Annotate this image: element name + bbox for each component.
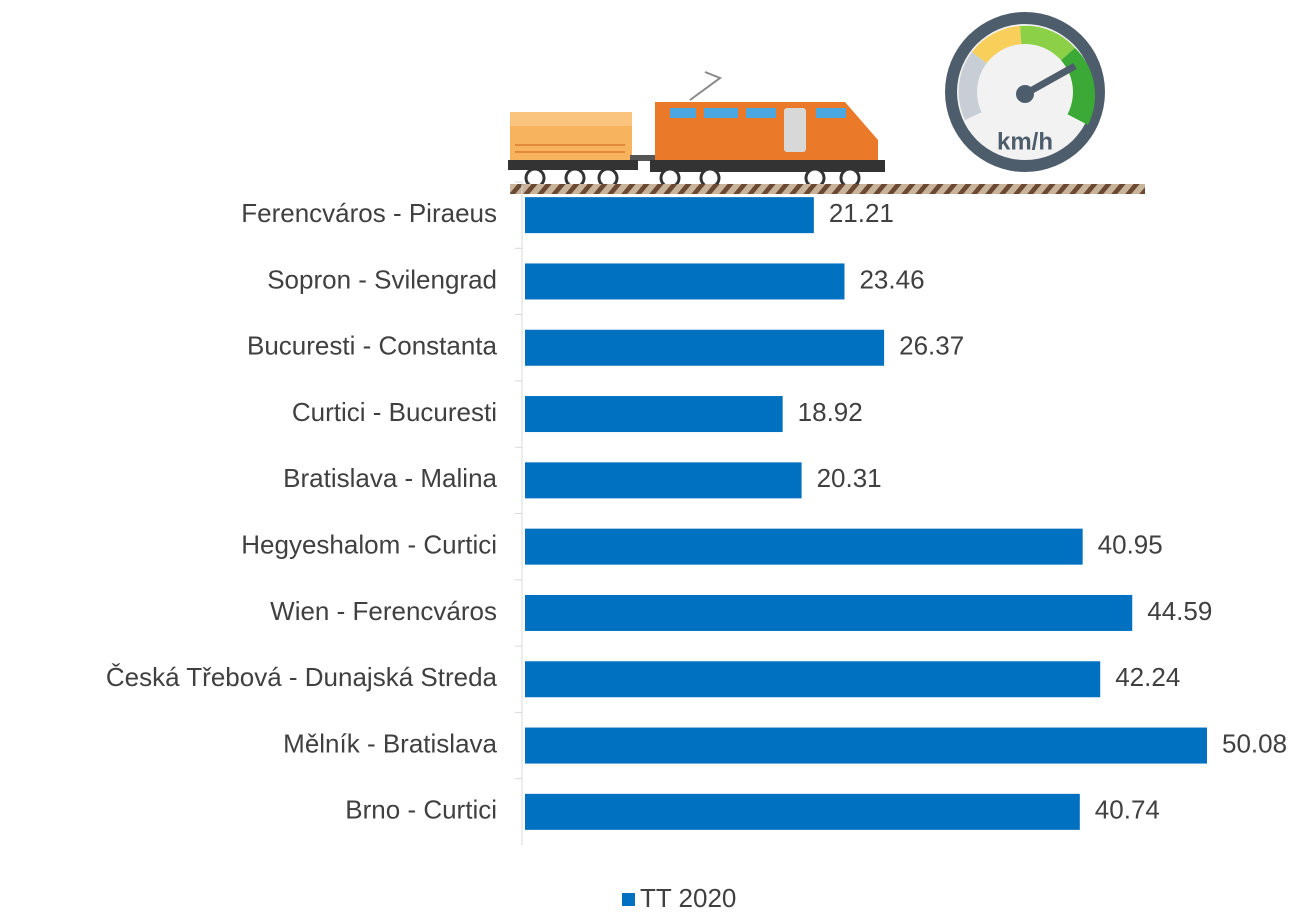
bar [525,661,1100,697]
bar [525,529,1083,565]
value-label: 40.95 [1098,530,1163,560]
chart: km/h Ferencváros - Piraeus 21.21 Sopron - … [0,0,1309,914]
y-tick-label: Bratislava - Malina [283,463,497,493]
y-tick-label: Česká Třebová - Dunajská Streda [106,662,498,692]
bar [525,330,884,366]
legend-swatch [622,893,635,906]
annotation: km/h [997,128,1053,155]
y-tick-label: Ferencváros - Piraeus [241,198,497,228]
value-label: 40.74 [1095,795,1160,825]
value-label: 26.37 [899,331,964,361]
y-tick-label: Hegyeshalom - Curtici [241,530,497,560]
y-tick-label: Brno - Curtici [345,795,497,825]
value-label: 50.08 [1222,728,1287,758]
speedometer-illustration: km/h [945,12,1105,172]
value-label: 23.46 [859,264,924,294]
y-tick-label: Bucuresti - Constanta [247,331,498,361]
value-label: 20.31 [817,463,882,493]
bar [525,794,1080,830]
bar [525,197,814,233]
y-tick-label: Wien - Ferencváros [270,596,497,626]
value-label: 42.24 [1115,662,1180,692]
legend-label: TT 2020 [640,883,736,913]
bar [525,728,1207,764]
bar [525,595,1132,631]
bar [525,462,802,498]
value-label: 18.92 [798,397,863,427]
value-label: 21.21 [829,198,894,228]
value-label: 44.59 [1147,596,1212,626]
bar [525,396,783,432]
y-tick-label: Curtici - Bucuresti [292,397,497,427]
y-tick-label: Mělník - Bratislava [283,728,497,758]
y-tick-label: Sopron - Svilengrad [267,264,497,294]
bar [525,263,844,299]
